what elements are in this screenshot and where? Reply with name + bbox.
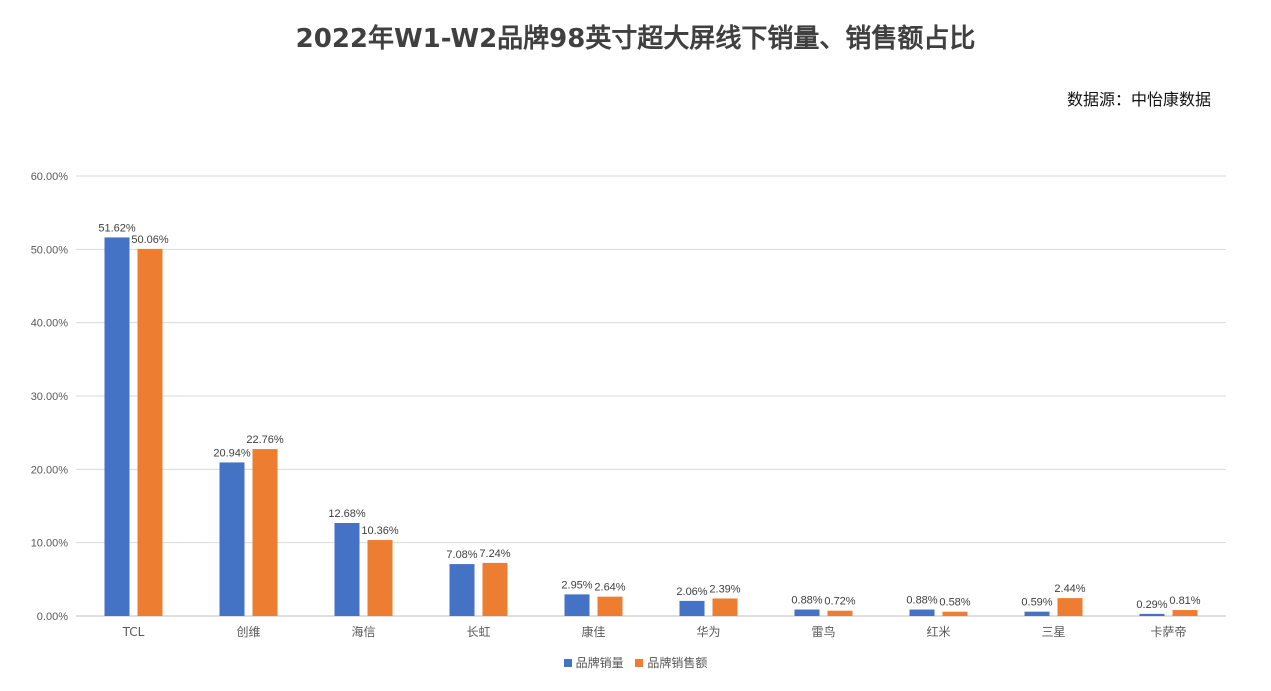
data-label: 2.44%: [1054, 583, 1085, 595]
data-labels: 51.62%50.06% 20.94%22.76% 12.68% 10.36% 7.08…: [98, 222, 1200, 610]
x-tick-label: TCL: [122, 625, 145, 639]
data-label: 50.06%: [131, 234, 169, 246]
y-tick-label: 0.00%: [37, 611, 68, 623]
data-label: 2.95%: [561, 579, 592, 591]
legend-label-series1: 品牌销量: [575, 656, 624, 670]
bar-series2-9: [1172, 610, 1198, 616]
bar-series1-5: [679, 600, 705, 616]
data-label: 2.39%: [709, 583, 740, 595]
x-tick-label: 康佳: [581, 624, 605, 639]
data-label: 7.24%: [479, 548, 510, 560]
bar-series2-7: [942, 611, 968, 616]
data-label: 0.81%: [1169, 595, 1200, 607]
bars: [104, 237, 1198, 617]
bar-series1-2: [334, 523, 360, 616]
bar-series1-3: [449, 564, 475, 616]
x-tick-label: 雷鸟: [811, 624, 835, 639]
data-label: 10.36%: [361, 525, 399, 537]
legend-swatch-series2: [635, 658, 644, 667]
data-label: 7.08%: [446, 549, 477, 561]
bar-series1-6: [794, 609, 820, 616]
bar-series1-1: [219, 462, 245, 616]
gridlines: [76, 175, 1226, 617]
bar-series2-3: [482, 562, 508, 616]
y-tick-label: 40.00%: [31, 318, 69, 330]
legend-item-series2: 品牌销售额: [635, 654, 707, 671]
y-tick-label: 30.00%: [31, 391, 69, 403]
data-label: 2.06%: [676, 586, 707, 598]
legend: 品牌销量 品牌销售额: [0, 654, 1271, 671]
x-tick-label: 华为: [696, 625, 720, 639]
y-tick-label: 20.00%: [31, 464, 69, 476]
data-label: 22.76%: [246, 434, 284, 446]
bar-series2-4: [597, 596, 623, 616]
x-tick-label: 卡萨帝: [1150, 624, 1186, 639]
data-label: 51.62%: [98, 222, 136, 234]
bar-series2-5: [712, 598, 738, 616]
bar-series2-2: [367, 540, 393, 616]
data-label: 0.72%: [824, 596, 855, 608]
chart-title: 2022年W1-W2品牌98英寸超大屏线下销量、销售额占比: [295, 24, 976, 54]
bar-series1-7: [909, 609, 935, 616]
y-axis-tick-labels: 0.00% 10.00% 20.00% 30.00% 40.00% 50.00% 60.00…: [31, 171, 69, 623]
bar-series2-6: [827, 610, 853, 616]
data-source-note: 数据源：中怡康数据: [1066, 90, 1211, 109]
x-tick-label: 创维: [236, 625, 260, 639]
data-label: 0.59%: [1021, 597, 1052, 609]
bar-series1-4: [564, 594, 590, 616]
legend-swatch-series1: [563, 658, 572, 667]
legend-label-series2: 品牌销售额: [647, 656, 708, 670]
data-label: 20.94%: [213, 447, 251, 459]
x-axis-tick-labels: TCL 创维 海信 长虹 康佳 华为 雷鸟 红米 三星 卡萨帝: [122, 624, 1187, 639]
data-label: 2.64%: [594, 582, 625, 594]
x-tick-label: 海信: [351, 624, 375, 639]
x-tick-label: 三星: [1041, 625, 1065, 639]
bar-series2-0: [137, 248, 163, 617]
legend-item-series1: 品牌销量: [563, 654, 624, 671]
data-label: 0.88%: [906, 595, 937, 607]
y-tick-label: 60.00%: [31, 171, 69, 183]
bar-series1-9: [1139, 613, 1165, 616]
x-tick-label: 长虹: [466, 625, 490, 639]
y-tick-label: 10.00%: [31, 538, 69, 550]
data-label: 0.88%: [791, 595, 822, 607]
data-label: 0.29%: [1136, 599, 1167, 611]
data-label: 0.58%: [939, 597, 970, 609]
data-label: 12.68%: [328, 508, 366, 520]
y-tick-label: 50.00%: [31, 244, 69, 256]
bar-series2-8: [1057, 598, 1083, 616]
x-tick-label: 红米: [926, 624, 950, 639]
bar-series1-0: [104, 237, 130, 616]
bar-series2-1: [252, 449, 278, 616]
bar-series1-8: [1024, 611, 1050, 616]
